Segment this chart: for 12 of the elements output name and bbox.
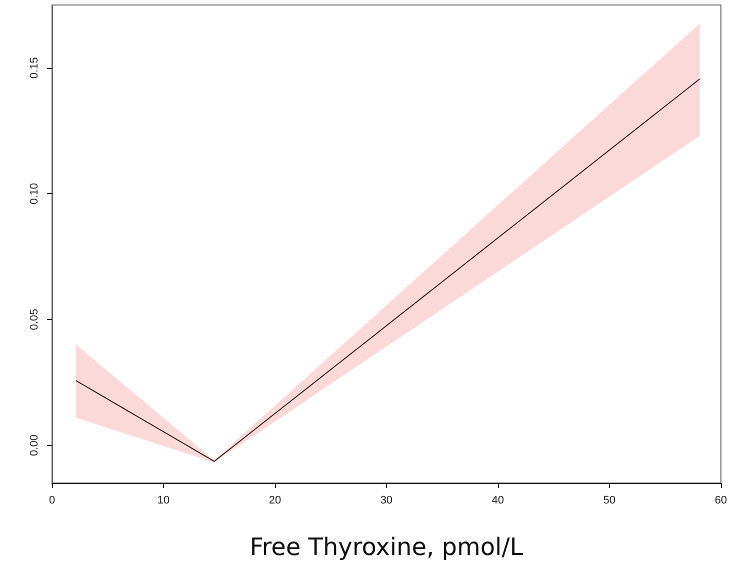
x-tick-label: 50 — [603, 494, 616, 506]
y-tick-label: 0.10 — [28, 182, 40, 204]
x-tick-label: 30 — [380, 494, 393, 506]
x-axis-title: Free Thyroxine, pmol/L — [250, 533, 524, 561]
x-tick-label: 60 — [714, 494, 728, 506]
x-tick-label: 0 — [48, 494, 56, 506]
x-tick-label: 20 — [268, 494, 282, 506]
y-tick-label: 0.15 — [28, 57, 40, 79]
x-tick-label: 40 — [492, 494, 504, 506]
x-tick-label: 10 — [157, 494, 170, 506]
y-tick-label: 0.05 — [28, 308, 40, 330]
y-tick-label: 0.00 — [28, 434, 40, 456]
